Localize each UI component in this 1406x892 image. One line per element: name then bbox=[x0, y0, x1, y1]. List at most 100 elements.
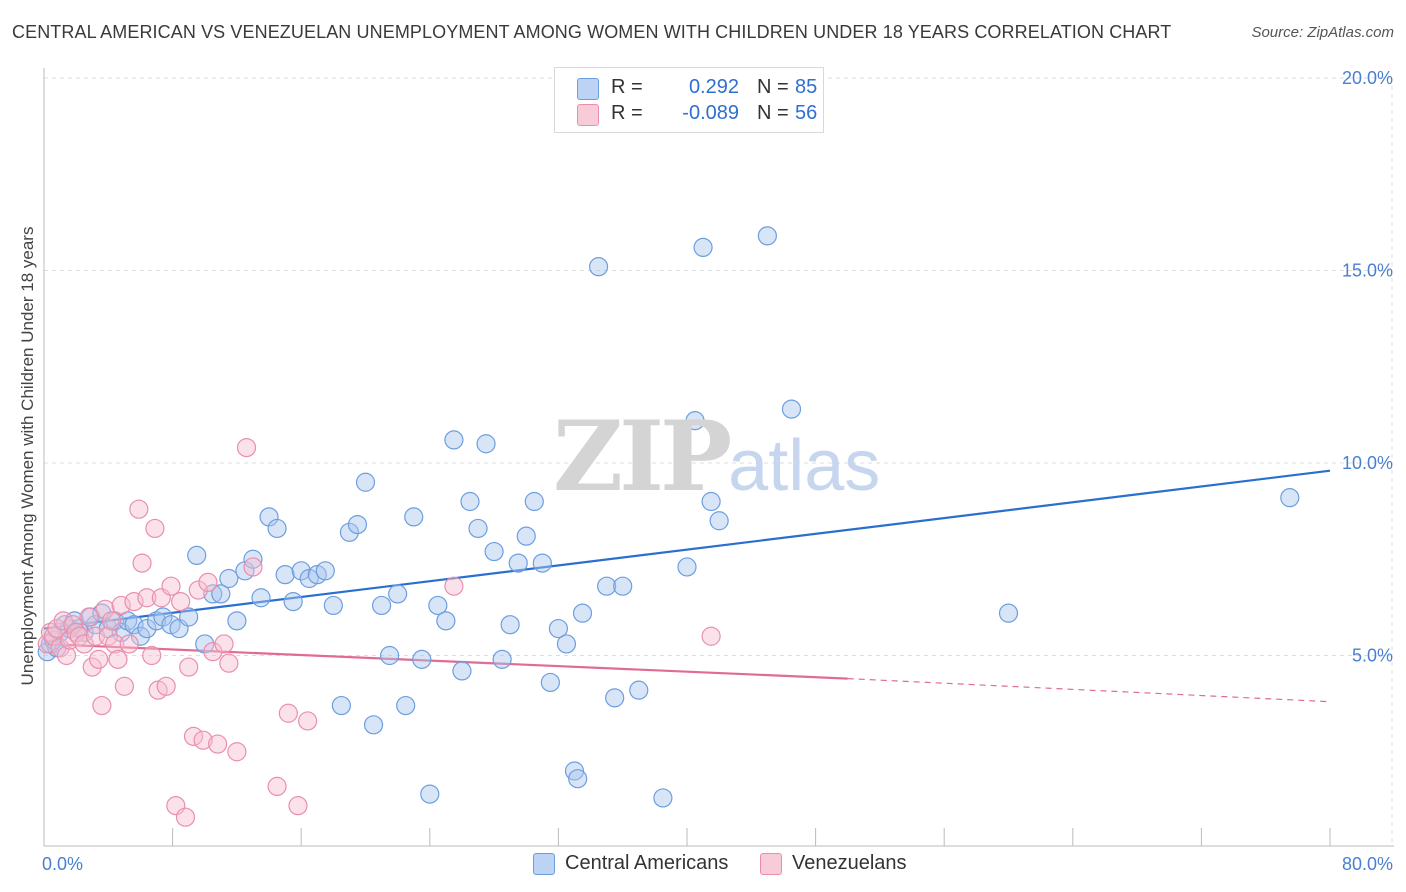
venezuelan-point bbox=[219, 653, 239, 673]
legend-n-value: 56 bbox=[795, 102, 818, 124]
central-american-point bbox=[179, 607, 199, 627]
central-american-point bbox=[588, 257, 609, 277]
venezuelan-point bbox=[175, 807, 196, 827]
venezuelan-point bbox=[124, 591, 144, 612]
central-american-point bbox=[291, 561, 311, 581]
central-american-point bbox=[460, 491, 480, 512]
watermark: ZIPatlas bbox=[553, 400, 880, 513]
y-tick-label: 5.0% bbox=[1352, 646, 1393, 666]
y-tick-labels: 5.0% 10.0% 15.0% 20.0% bbox=[1342, 68, 1393, 666]
central-american-point bbox=[363, 715, 384, 735]
series-label: Central Americans bbox=[565, 852, 729, 874]
central-american-point bbox=[420, 784, 440, 804]
venezuelan-point bbox=[227, 742, 247, 762]
central-american-point bbox=[757, 226, 777, 246]
venezuelan-point bbox=[142, 645, 162, 666]
central-american-point bbox=[452, 661, 472, 681]
x-tick-labels: 0.0% 80.0% bbox=[42, 854, 1393, 874]
venezuelan-point bbox=[108, 649, 128, 669]
venezuelan-point bbox=[203, 642, 223, 662]
central-american-point bbox=[436, 611, 456, 631]
central-american-point bbox=[564, 761, 585, 781]
venezuelan-point bbox=[183, 726, 204, 746]
correlation-legend: R = 0.292 N = 85 R = -0.089 N = 56 bbox=[554, 67, 824, 133]
venezuelan-point bbox=[701, 626, 721, 646]
central-american-point bbox=[629, 680, 649, 700]
venezuelan-point bbox=[145, 518, 165, 539]
central-american-point bbox=[572, 603, 593, 623]
venezuelan-point bbox=[267, 776, 287, 797]
central-american-point bbox=[251, 588, 271, 608]
central-american-point bbox=[540, 672, 560, 693]
venezuelan-point bbox=[50, 638, 70, 658]
venezuelan-point bbox=[92, 695, 112, 716]
central-american-point bbox=[243, 549, 263, 569]
central-american-point bbox=[187, 545, 207, 566]
central-american-point bbox=[227, 611, 247, 631]
central-american-point bbox=[500, 615, 520, 635]
chart-title: CENTRAL AMERICAN VS VENEZUELAN UNEMPLOYM… bbox=[12, 22, 1172, 42]
central-american-point bbox=[709, 511, 729, 531]
central-american-point bbox=[283, 591, 303, 612]
central-american-point bbox=[484, 541, 504, 562]
venezuelan-point bbox=[95, 599, 115, 619]
central-american-point bbox=[548, 618, 569, 639]
central-american-point bbox=[508, 553, 528, 573]
venezuelan-point bbox=[179, 657, 199, 677]
venezuelan-point bbox=[236, 438, 257, 458]
central-americans-trend-line bbox=[43, 469, 1331, 630]
venezuelan-point bbox=[119, 634, 139, 654]
venezuelan-point bbox=[214, 634, 234, 654]
central-american-point bbox=[124, 615, 144, 635]
central-american-point bbox=[1280, 488, 1300, 508]
central-american-point bbox=[371, 595, 392, 616]
central-american-point bbox=[130, 626, 151, 646]
legend-r-label: R = bbox=[611, 76, 643, 98]
central-american-point bbox=[597, 576, 617, 596]
central-american-point bbox=[444, 430, 464, 450]
central-american-point bbox=[532, 553, 552, 573]
central-american-point bbox=[605, 688, 625, 708]
legend-r-value: -0.089 bbox=[682, 102, 739, 124]
series-swatch-pink bbox=[760, 853, 782, 875]
venezuelan-point bbox=[298, 711, 318, 731]
venezuelan-point bbox=[47, 618, 67, 639]
venezuelan-point bbox=[278, 703, 298, 723]
venezuelan-point bbox=[137, 588, 157, 608]
central-american-point bbox=[685, 411, 705, 431]
legend-n-label: N = bbox=[757, 102, 789, 124]
central-american-point bbox=[347, 514, 368, 535]
central-american-point bbox=[137, 618, 157, 639]
x-tick-marks bbox=[43, 828, 1331, 846]
y-tick-label: 15.0% bbox=[1342, 261, 1393, 281]
central-american-point bbox=[85, 615, 106, 635]
venezuelan-point bbox=[132, 553, 152, 573]
central-american-point bbox=[219, 568, 239, 589]
venezuelan-point bbox=[243, 557, 263, 577]
venezuelans-trend-extension bbox=[847, 678, 1331, 703]
central-american-point bbox=[275, 565, 295, 585]
data-points bbox=[37, 226, 1300, 827]
venezuelan-point bbox=[56, 645, 77, 666]
venezuelan-point bbox=[188, 580, 208, 600]
central-american-point bbox=[195, 634, 215, 654]
series-label: Venezuelans bbox=[792, 852, 907, 874]
central-american-point bbox=[516, 526, 536, 546]
series-legend: Central Americans Venezuelans bbox=[0, 852, 1406, 878]
y-axis-label: Unemployment Among Women with Children U… bbox=[18, 226, 37, 686]
x-tick-label: 80.0% bbox=[1342, 854, 1393, 874]
central-american-point bbox=[339, 522, 360, 542]
central-american-point bbox=[355, 472, 376, 492]
legend-n-label: N = bbox=[757, 76, 789, 98]
venezuelan-point bbox=[63, 615, 83, 635]
legend-n-value: 85 bbox=[795, 76, 818, 98]
legend-swatch-blue bbox=[577, 78, 599, 100]
central-american-point bbox=[492, 649, 512, 669]
source-credit: Source: ZipAtlas.com bbox=[1251, 24, 1394, 41]
venezuelan-point bbox=[208, 734, 228, 754]
legend-swatch-pink bbox=[577, 104, 599, 126]
central-american-point bbox=[396, 695, 416, 716]
trend-lines bbox=[43, 469, 1331, 703]
legend-r-label: R = bbox=[611, 102, 643, 124]
central-american-point bbox=[781, 399, 802, 419]
